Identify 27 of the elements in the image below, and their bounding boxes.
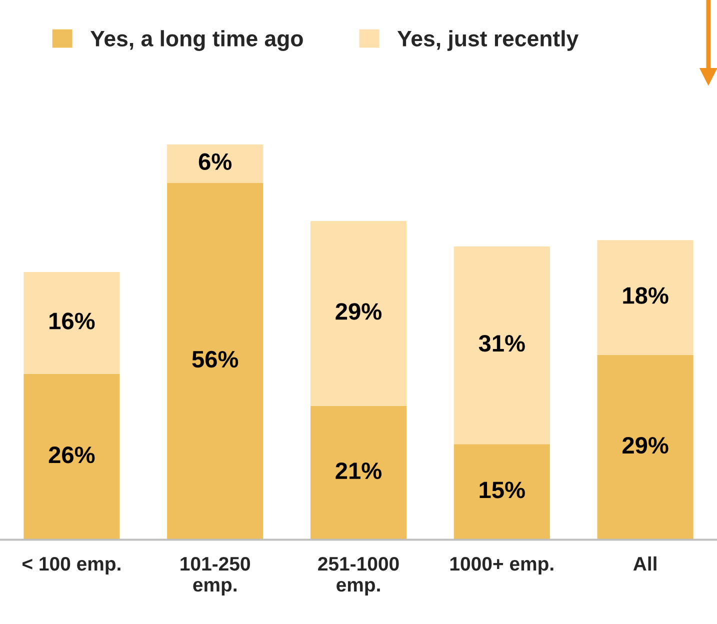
data-label: 18% <box>623 287 668 304</box>
data-label: 16% <box>50 312 95 330</box>
bar <box>167 144 264 183</box>
data-label: 15% <box>480 482 525 498</box>
x-tick-label: 1000+ emp. <box>450 556 554 575</box>
x-tick-label: < 100 emp. <box>22 556 120 575</box>
bar <box>597 354 694 540</box>
data-label: 29% <box>622 436 668 454</box>
data-label: 26% <box>48 446 95 464</box>
bar <box>310 406 407 540</box>
bar <box>167 182 264 540</box>
bar <box>597 240 694 355</box>
x-tick-label: All <box>633 556 656 571</box>
bar <box>454 444 550 540</box>
bar <box>310 221 407 406</box>
data-label: 29% <box>336 303 382 320</box>
bar <box>24 374 120 540</box>
bar <box>454 246 550 444</box>
data-label: 56% <box>192 350 238 368</box>
data-label: 6% <box>198 153 232 170</box>
legend-label: Yes, just recently <box>397 30 579 51</box>
bar <box>24 272 120 374</box>
x-tick-label: 101-250 emp. <box>180 556 250 596</box>
x-tick-label: 251-1000 emp. <box>318 556 399 596</box>
data-label: 31% <box>478 334 525 352</box>
data-label: 21% <box>336 462 382 480</box>
legend-label: Yes, a long time ago <box>90 30 303 51</box>
